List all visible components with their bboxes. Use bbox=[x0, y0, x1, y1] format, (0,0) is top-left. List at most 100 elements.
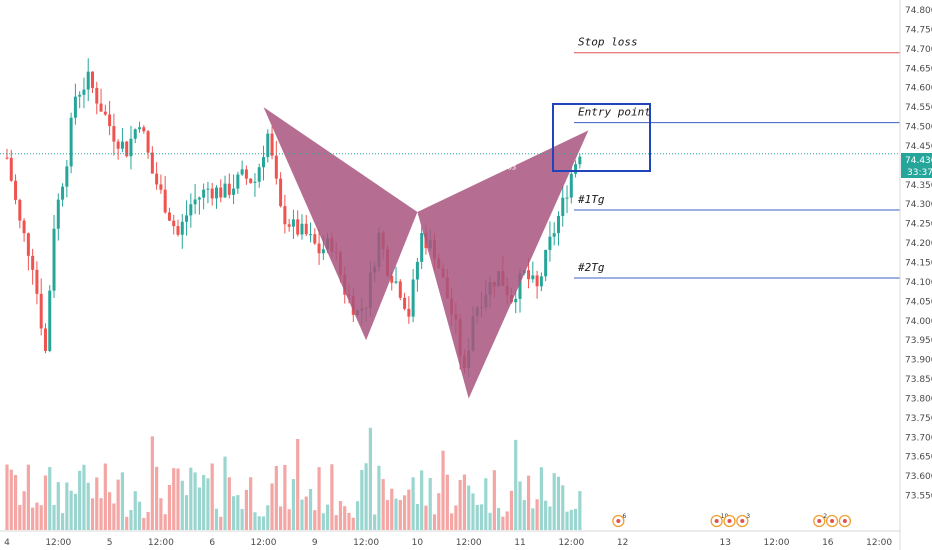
volume-bar bbox=[120, 472, 125, 530]
candle-body bbox=[407, 308, 411, 317]
x-tick-label: 5 bbox=[107, 538, 113, 548]
event-count: 6 bbox=[622, 513, 626, 520]
current-price-label: 74.430 bbox=[905, 156, 932, 166]
volume-bar bbox=[9, 469, 13, 530]
volume-bar bbox=[60, 513, 65, 530]
price-badges: 74.430 33:37 bbox=[901, 153, 932, 178]
candle-body bbox=[180, 221, 184, 235]
candle-body bbox=[146, 131, 150, 153]
volume-bar bbox=[219, 516, 223, 530]
candle-body bbox=[78, 94, 82, 97]
volume-bar bbox=[518, 481, 522, 530]
candle-body bbox=[279, 178, 283, 207]
volume-bar bbox=[475, 504, 479, 530]
volume-bar bbox=[308, 489, 313, 530]
volume-bar bbox=[488, 512, 492, 530]
y-tick-label: 73.850 bbox=[905, 375, 932, 385]
volume-bar bbox=[202, 474, 206, 530]
candle-body bbox=[266, 133, 270, 158]
volume-bar bbox=[189, 467, 193, 530]
x-axis: 4 12:00 5 12:00 6 12:00 9 12:00 10 12:00 11 12:00 12… bbox=[4, 538, 892, 548]
volume-bar bbox=[313, 510, 317, 530]
candle-body bbox=[565, 197, 569, 199]
candle-body bbox=[552, 233, 556, 237]
volume-bar bbox=[437, 493, 441, 530]
candle-body bbox=[296, 219, 300, 235]
candle-body bbox=[539, 276, 543, 287]
volume-bar bbox=[31, 507, 35, 530]
y-tick-label: 74.000 bbox=[905, 317, 932, 327]
y-tick-label: 73.900 bbox=[905, 356, 932, 366]
volume-bar bbox=[5, 464, 9, 530]
candle-body bbox=[321, 249, 325, 254]
volume-bar bbox=[300, 499, 304, 530]
volume-bar bbox=[65, 482, 69, 530]
volume-bar bbox=[398, 499, 402, 530]
x-tick-label: 12:00 bbox=[764, 538, 790, 548]
volume-bar bbox=[539, 467, 543, 530]
current-price-badge bbox=[901, 153, 932, 166]
volume-bar bbox=[244, 489, 248, 530]
volume-bar bbox=[236, 495, 240, 530]
pattern-triangle-xab bbox=[263, 107, 418, 341]
candle-body bbox=[193, 199, 197, 205]
volume-bar bbox=[43, 475, 48, 530]
volume-bar bbox=[133, 491, 137, 530]
x-tick-label: 13 bbox=[719, 538, 730, 548]
volume-bar bbox=[22, 491, 26, 530]
candle-body bbox=[116, 141, 120, 149]
volume-bar bbox=[184, 495, 189, 530]
volume-bar bbox=[69, 490, 73, 530]
volume-bar bbox=[287, 509, 291, 530]
candle-body bbox=[103, 111, 107, 115]
volume-bar bbox=[78, 470, 82, 530]
y-tick-label: 74.350 bbox=[905, 181, 932, 191]
volume-bar bbox=[364, 463, 368, 530]
volume-bar bbox=[159, 498, 163, 530]
candle-body bbox=[527, 270, 531, 280]
candle-body bbox=[31, 255, 35, 270]
volume-bar bbox=[526, 475, 531, 530]
volume-bar bbox=[270, 483, 274, 530]
volume-bar bbox=[18, 505, 22, 530]
event-count: 10 bbox=[721, 513, 729, 520]
candle-body bbox=[185, 215, 189, 222]
candle-body bbox=[5, 157, 9, 159]
candle-body bbox=[138, 127, 142, 130]
candle-body bbox=[548, 236, 552, 250]
y-tick-label: 74.600 bbox=[905, 84, 932, 94]
candle-body bbox=[133, 129, 137, 139]
pattern-ratio-label: 463 bbox=[503, 163, 516, 171]
volume-bar bbox=[569, 509, 573, 530]
volume-bar bbox=[351, 517, 355, 530]
candle-body bbox=[91, 71, 94, 88]
volume-bar bbox=[52, 505, 56, 530]
candle-body bbox=[287, 224, 291, 227]
candle-body bbox=[569, 173, 573, 198]
candle-body bbox=[69, 117, 73, 167]
volume-bar bbox=[116, 479, 120, 530]
candle-body bbox=[227, 183, 231, 195]
y-axis: 74.800 74.750 74.700 74.650 74.600 74.550 74.5… bbox=[905, 6, 932, 502]
event-count: 2 bbox=[823, 513, 827, 520]
event-count: 3 bbox=[746, 513, 750, 520]
volume-bar bbox=[420, 470, 424, 530]
event-marker-dot bbox=[714, 519, 719, 523]
x-tick-label: 6 bbox=[209, 538, 215, 548]
volume-bar bbox=[355, 501, 360, 530]
pattern-ratio-label: 0.3 bbox=[349, 152, 360, 160]
volume-bar bbox=[432, 514, 437, 530]
candle-body bbox=[172, 220, 176, 227]
candle-body bbox=[176, 226, 180, 235]
volume-bar bbox=[90, 498, 95, 530]
level-lines: Stop loss Entry point #1Tg #2Tg bbox=[0, 36, 900, 279]
volume-bar bbox=[509, 490, 514, 530]
candle-body bbox=[150, 152, 154, 174]
candle-body bbox=[257, 167, 261, 182]
volume-bars bbox=[5, 427, 582, 530]
level-label: #2Tg bbox=[577, 261, 605, 274]
y-tick-label: 74.700 bbox=[905, 45, 932, 55]
x-tick-label: 16 bbox=[822, 538, 834, 548]
x-tick-label: 10 bbox=[412, 538, 424, 548]
